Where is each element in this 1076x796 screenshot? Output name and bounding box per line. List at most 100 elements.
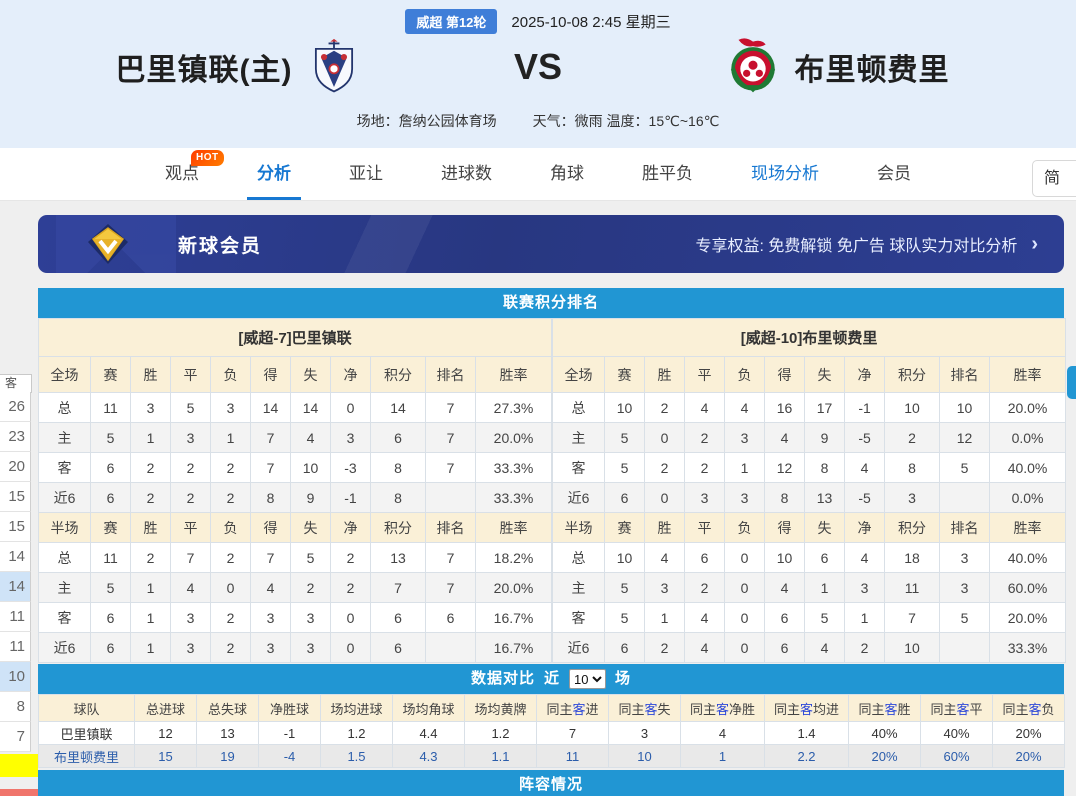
rank-cell [425,482,476,513]
vs-label: VS [513,46,563,87]
winrate-cell: 40.0% [989,452,1067,483]
comparison-column-header: 同主客均进 [764,694,849,722]
away-char: 客 [644,701,658,717]
strip-value-cell: 7 [0,722,31,752]
recent-games-select[interactable]: 10 [569,669,606,689]
stat-cell: 5 [290,542,331,573]
stat-cell: 4 [764,422,806,453]
stat-cell: 10 [290,452,331,483]
stat-cell: 14 [290,392,331,423]
team-header-row: [威超-10]布里顿费里 [552,318,1067,357]
row-label: 主 [38,572,91,603]
stat-cell: 6 [684,542,726,573]
strip-pink-row [0,789,38,796]
winrate-cell: 16.7% [474,602,553,633]
away-team-block: 布里顿费里 [598,38,1076,96]
stat-cell: 5 [90,422,131,453]
lineup-section-title: 阵容情况 [38,770,1064,796]
standings-row: 客 6 2 2 2 7 10 -3 8 7 33.3% [38,452,553,483]
column-header: 负 [210,356,251,393]
standings-row: 近6 6 2 2 2 8 9 -1 8 33.3% [38,482,553,513]
nav-tab-jinqiushu[interactable]: 进球数 [441,164,492,183]
away-char: 客 [1028,701,1042,717]
stat-cell: 2 [684,572,726,603]
stat-cell: 2 [130,452,171,483]
stat-cell: 6 [90,602,131,633]
home-team-block: 巴里镇联(主) [0,38,478,96]
compare-title: 数据对比 [470,670,535,687]
stat-cell: 0 [724,572,766,603]
stat-cell: 1 [130,422,171,453]
rank-cell [425,632,476,663]
row-label: 客 [552,602,606,633]
row-label: 总 [552,542,606,573]
vip-benefits[interactable]: 专享权益: 免费解锁 免广告 球队实力对比分析 › [696,215,1038,273]
stat-cell: 2 [210,632,251,663]
comparison-cell: 4 [680,721,765,745]
stat-cell: 2 [644,452,686,483]
stat-cell: 12 [764,452,806,483]
vip-member-banner[interactable]: 新球会员 专享权益: 免费解锁 免广告 球队实力对比分析 › [38,215,1064,273]
points-cell: 7 [884,602,941,633]
strip-value-cell: 10 [0,662,31,692]
row-label: 客 [38,602,91,633]
standings-row: 主 5 0 2 3 4 9 -5 2 12 0.0% [552,422,1067,453]
away-char: 客 [799,701,813,717]
row-label: 近6 [38,632,91,663]
points-cell: 18 [884,542,941,573]
stat-cell: 5 [604,602,646,633]
comparison-column-header: 同主客进 [536,694,609,722]
stat-cell: 8 [764,482,806,513]
comparison-cell: 7 [536,721,609,745]
column-header: 得 [250,356,291,393]
nav-tab-xianchangfenxi[interactable]: 现场分析 [751,164,819,183]
stat-cell: 3 [250,602,291,633]
comparison-column-header: 同主客平 [920,694,993,722]
away-char: 客 [715,701,729,717]
column-header: 失 [290,512,331,543]
standings-section-title: 联赛积分排名 [38,288,1064,318]
chevron-right-icon: › [1031,232,1038,255]
comparison-column-header: 场均黄牌 [464,694,537,722]
stat-cell: 6 [604,482,646,513]
stat-cell: 0 [210,572,251,603]
column-header: 积分 [884,356,941,393]
strip-value-cell: 15 [0,512,31,542]
nav-tab-shengpingfu[interactable]: 胜平负 [642,164,693,183]
nav-tab-fenxi[interactable]: 分析 [247,148,301,200]
rank-cell: 10 [939,392,991,423]
standings-row: 近6 6 1 3 2 3 3 0 6 16.7% [38,632,553,663]
comparison-table-wrap: 球队 总进球 总失球 净胜球 场均进球 场均角球 场均黄牌 同主客进 同主客失 同主客净胜 同主客均… [38,694,1065,768]
standings-row: 主 5 3 2 0 4 1 3 11 3 60.0% [552,572,1067,603]
home-team-logo-icon [315,38,354,93]
standings-row: 主 5 1 4 0 4 2 2 7 7 20.0% [38,572,553,603]
comparison-cell: 1.5 [320,744,393,768]
nav-tab-guandian[interactable]: 观点 HOT [165,148,224,200]
column-header-row: 全场赛胜平负得失净积分 排名 胜率 [552,356,1067,393]
round-line: 威超 第12轮 2025-10-08 2:45 星期三 [0,9,1076,34]
stat-cell: 1 [644,602,686,633]
stat-cell: 4 [170,572,211,603]
simplified-language-button[interactable]: 简 [1032,160,1076,197]
scope-label: 全场 [552,356,606,393]
winrate-cell: 33.3% [989,632,1067,663]
column-header: 失 [804,512,846,543]
nav-tab-jiaoqiu[interactable]: 角球 [550,164,584,183]
points-cell: 13 [370,542,426,573]
column-header: 负 [724,512,766,543]
nav-tab-yarang[interactable]: 亚让 [349,164,383,183]
comparison-cell: -1 [258,721,321,745]
stat-cell: 7 [250,542,291,573]
nav-tab-huiyuan[interactable]: 会员 [877,164,911,183]
strip-value-cell: 26 [0,392,31,422]
column-header: 平 [170,356,211,393]
stat-cell: 0 [644,422,686,453]
team-header-label: [威超-7]巴里镇联 [37,318,553,357]
column-header: 赛 [604,512,646,543]
row-label: 近6 [552,482,606,513]
standings-row: 总 10 2 4 4 16 17 -1 10 10 20.0% [552,392,1067,423]
scroll-indicator[interactable] [1067,366,1076,399]
stat-cell: 0 [330,392,371,423]
stat-cell: 3 [724,482,766,513]
row-label: 客 [38,452,91,483]
